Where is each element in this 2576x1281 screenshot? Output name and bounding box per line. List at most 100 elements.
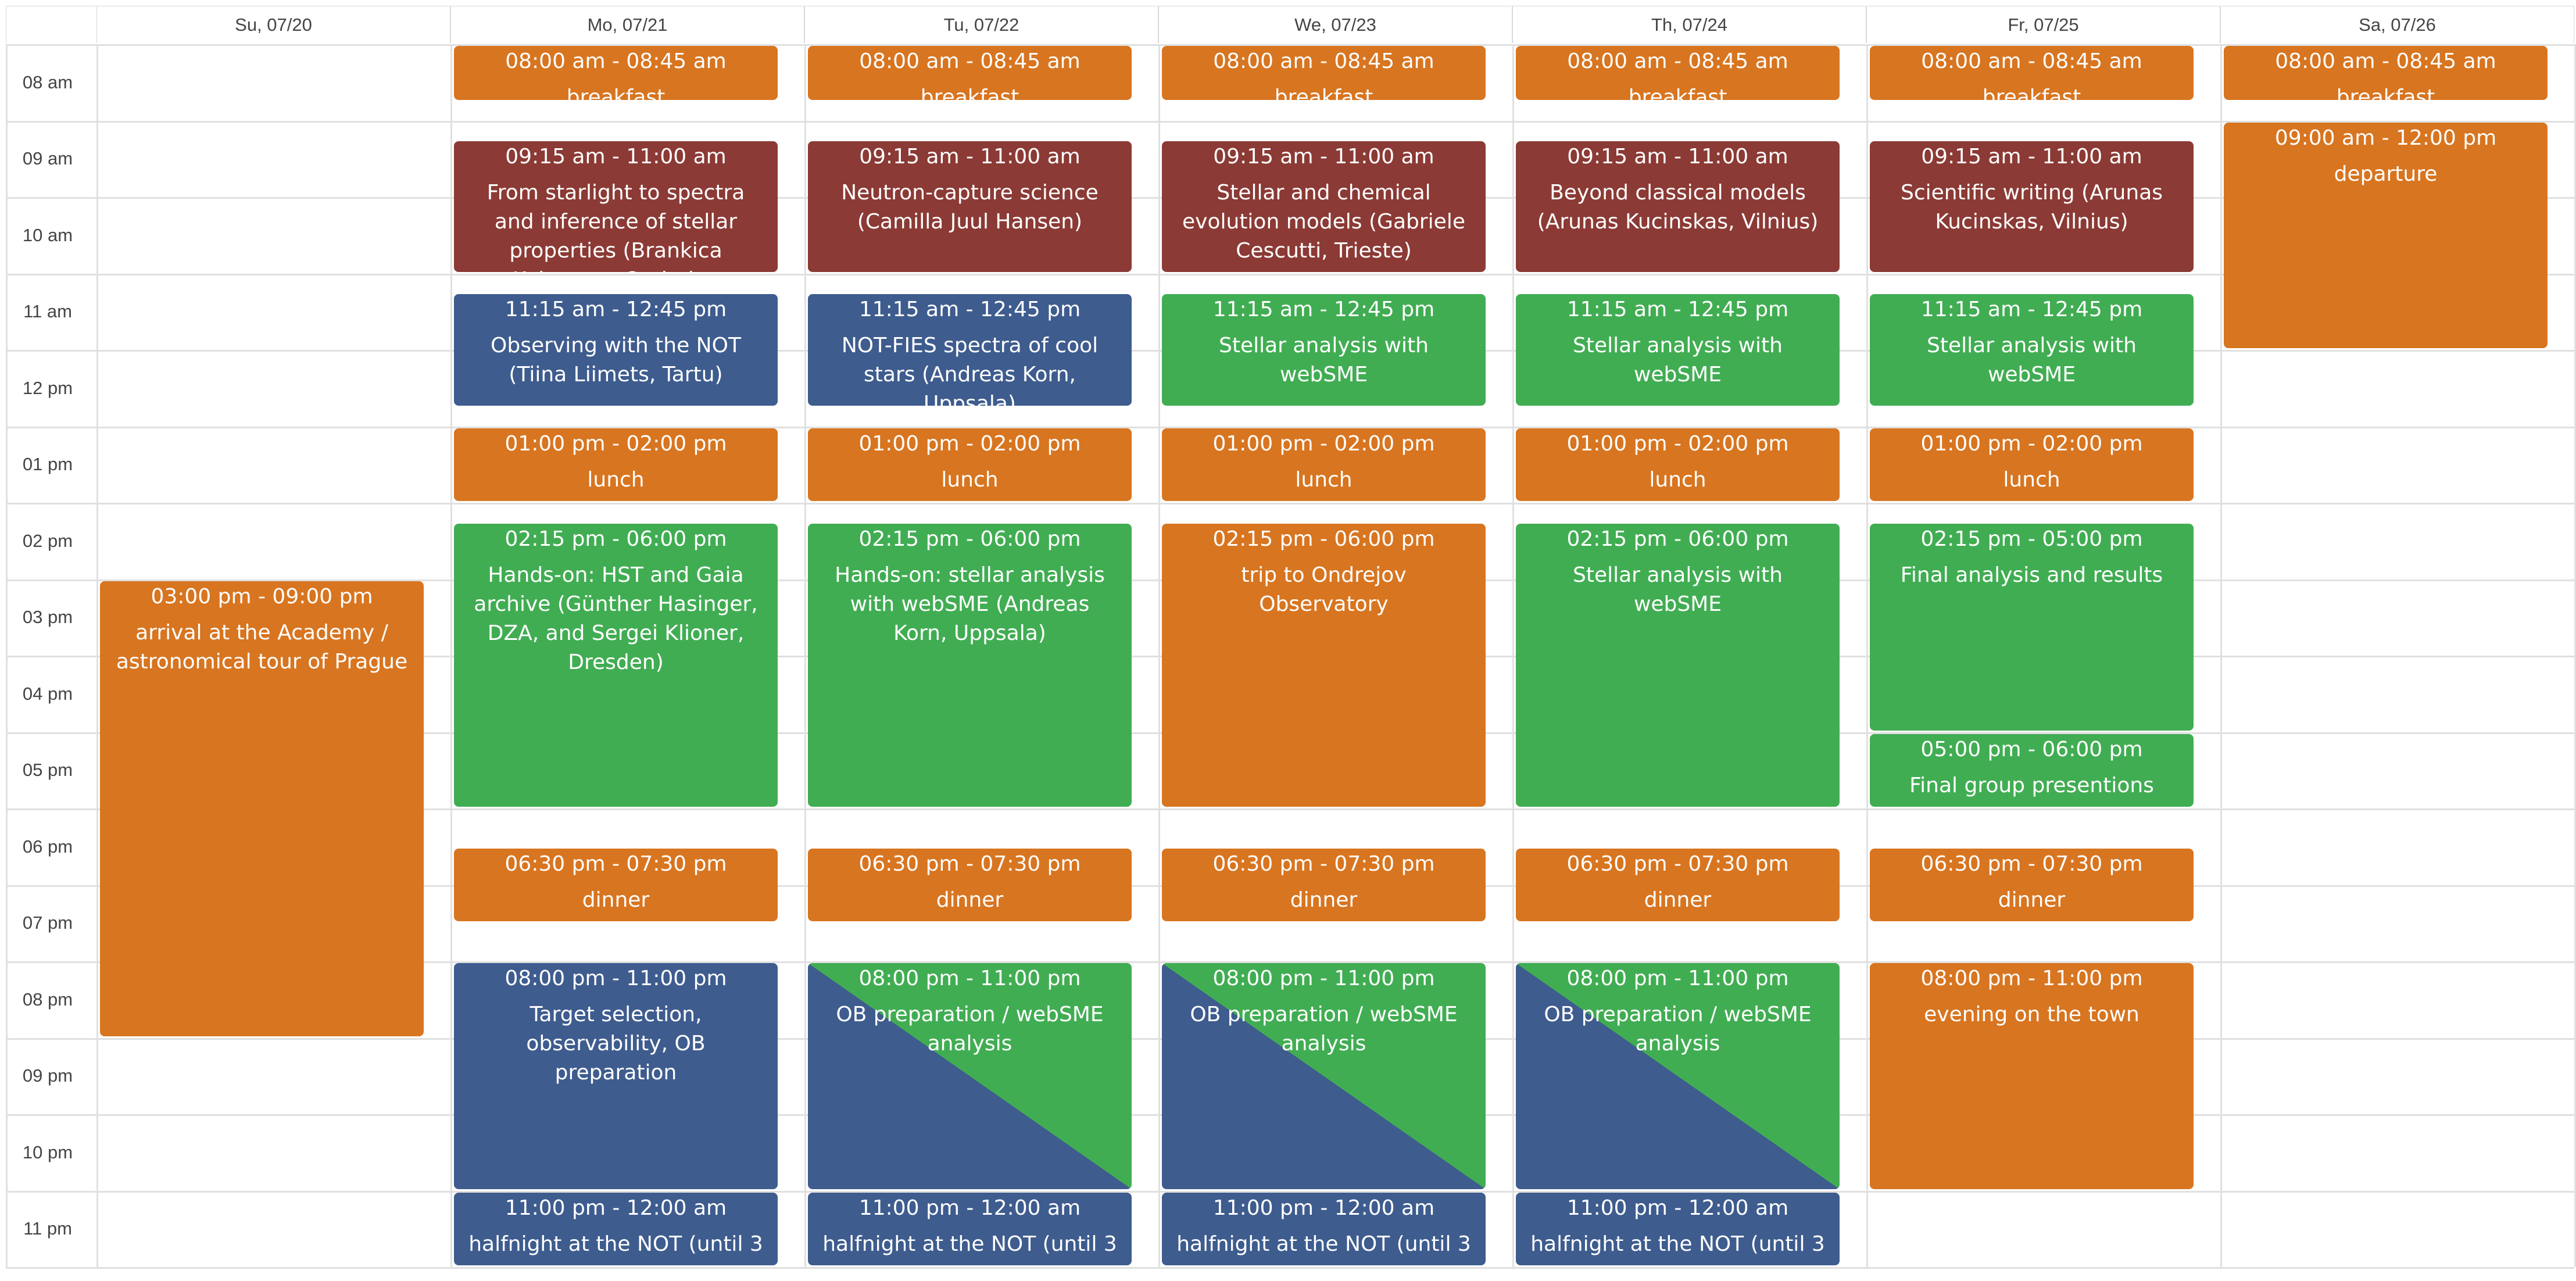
hour-label: 10 am: [22, 224, 73, 245]
hour-label: 03 pm: [22, 607, 73, 628]
calendar-event[interactable]: 09:15 am - 11:00 am Neutron-capture scien…: [808, 141, 1132, 272]
event-time: 08:00 am - 08:45 am: [1567, 49, 1788, 73]
day-header: We, 07/23: [1158, 6, 1512, 43]
event-title: halfnight at the NOT (until 3: [822, 1232, 1117, 1256]
calendar-event[interactable]: 08:00 am - 08:45 am breakfast: [454, 46, 778, 100]
event-time: 08:00 am - 08:45 am: [859, 49, 1081, 73]
event-time: 09:15 am - 11:00 am: [1213, 145, 1434, 169]
event-time: 11:15 am - 12:45 pm: [505, 298, 727, 322]
calendar-event[interactable]: 09:15 am - 11:00 am From starlight to spe…: [454, 141, 778, 272]
grid-line-horizontal: [6, 273, 2574, 275]
calendar-event[interactable]: 06:30 pm - 07:30 pm dinner: [454, 848, 778, 922]
event-title: trip to Ondrejov Observatory: [1241, 563, 1407, 616]
event-time: 08:00 am - 08:45 am: [505, 49, 727, 73]
event-time: 06:30 pm - 07:30 pm: [1212, 851, 1435, 876]
calendar-event[interactable]: 11:00 pm - 12:00 am halfnight at the NOT …: [1516, 1192, 1840, 1265]
calendar-event[interactable]: 05:00 pm - 06:00 pm Final group presentio…: [1870, 733, 2194, 807]
calendar-event[interactable]: 11:00 pm - 12:00 am halfnight at the NOT …: [808, 1192, 1132, 1265]
event-time: 01:00 pm - 02:00 pm: [1566, 431, 1789, 456]
event-time: 03:00 pm - 09:00 pm: [151, 584, 373, 609]
event-title: breakfast: [1628, 85, 1727, 100]
grid-line-vertical: [1866, 44, 1868, 1267]
calendar-event[interactable]: 08:00 am - 08:45 am breakfast: [1162, 46, 1486, 100]
event-title: OB preparation / webSME analysis: [1544, 1003, 1812, 1055]
event-title: lunch: [587, 467, 645, 492]
grid-line-horizontal: [6, 808, 2574, 810]
calendar-event[interactable]: 08:00 am - 08:45 am breakfast: [1516, 46, 1840, 100]
calendar-event[interactable]: 08:00 am - 08:45 am breakfast: [808, 46, 1132, 100]
event-title: Stellar and chemical evolution models (G…: [1182, 181, 1465, 263]
calendar-event[interactable]: 11:00 pm - 12:00 am halfnight at the NOT …: [454, 1192, 778, 1265]
event-time: 09:15 am - 11:00 am: [505, 145, 727, 169]
calendar-event[interactable]: 11:15 am - 12:45 pm Stellar analysis with…: [1162, 294, 1486, 406]
calendar-event[interactable]: 08:00 pm - 11:00 pm OB preparation / webS…: [808, 963, 1132, 1189]
event-title: lunch: [1295, 467, 1353, 492]
calendar-event[interactable]: 11:15 am - 12:45 pm NOT-FIES spectra of c…: [808, 294, 1132, 406]
calendar-event[interactable]: 09:15 am - 11:00 am Beyond classical mode…: [1516, 141, 1840, 272]
calendar-event[interactable]: 02:15 pm - 06:00 pm Stellar analysis with…: [1516, 523, 1840, 807]
time-gutter-header: [6, 6, 96, 43]
grid-line-horizontal: [6, 44, 2574, 46]
calendar-event[interactable]: 06:30 pm - 07:30 pm dinner: [1870, 848, 2194, 922]
event-time: 01:00 pm - 02:00 pm: [1920, 431, 2143, 456]
grid-line-vertical: [96, 44, 98, 1267]
calendar-event[interactable]: 02:15 pm - 06:00 pm Hands-on: stellar ana…: [808, 523, 1132, 807]
hour-label: 08 am: [22, 71, 73, 92]
calendar-event[interactable]: 08:00 pm - 11:00 pm Target selection, obs…: [454, 963, 778, 1189]
calendar-event[interactable]: 11:15 am - 12:45 pm Stellar analysis with…: [1516, 294, 1840, 406]
event-title: lunch: [941, 467, 999, 492]
event-time: 08:00 pm - 11:00 pm: [505, 967, 727, 990]
event-title: breakfast: [566, 85, 666, 100]
event-time: 08:00 am - 08:45 am: [2275, 49, 2496, 73]
calendar-event[interactable]: 02:15 pm - 06:00 pm Hands-on: HST and Gai…: [454, 523, 778, 807]
calendar-event[interactable]: 09:00 am - 12:00 pm departure: [2224, 122, 2548, 348]
event-title: Target selection, observability, OB prep…: [526, 1003, 706, 1085]
grid-line-horizontal: [6, 1267, 2574, 1269]
grid-line-vertical: [6, 44, 8, 1267]
calendar-event[interactable]: 09:15 am - 11:00 am Scientific writing (A…: [1870, 141, 2194, 272]
event-time: 06:30 pm - 07:30 pm: [858, 851, 1081, 876]
hour-label: 08 pm: [22, 989, 73, 1010]
calendar-event[interactable]: 08:00 pm - 11:00 pm OB preparation / webS…: [1516, 963, 1840, 1189]
calendar-event[interactable]: 08:00 am - 08:45 am breakfast: [1870, 46, 2194, 100]
event-title: Hands-on: stellar analysis with webSME (…: [835, 563, 1105, 645]
event-time: 09:15 am - 11:00 am: [859, 145, 1081, 169]
calendar-event[interactable]: 01:00 pm - 02:00 pm lunch: [454, 428, 778, 501]
calendar-event[interactable]: 01:00 pm - 02:00 pm lunch: [1162, 428, 1486, 501]
event-title: dinner: [1290, 888, 1358, 912]
event-title: dinner: [936, 888, 1004, 912]
event-title: Beyond classical models (Arunas Kucinska…: [1537, 181, 1819, 234]
calendar-event[interactable]: 06:30 pm - 07:30 pm dinner: [1162, 848, 1486, 922]
event-time: 11:00 pm - 12:00 am: [1212, 1196, 1435, 1220]
event-title: From starlight to spectra and inference …: [486, 181, 745, 271]
event-title: departure: [2334, 162, 2438, 186]
calendar-event[interactable]: 01:00 pm - 02:00 pm lunch: [1870, 428, 2194, 501]
hour-label: 11 pm: [23, 1218, 72, 1239]
grid-line-horizontal: [6, 1190, 2574, 1193]
calendar-event[interactable]: 02:15 pm - 06:00 pm trip to Ondrejov Obse…: [1162, 523, 1486, 807]
event-time: 11:15 am - 12:45 pm: [1212, 298, 1435, 322]
calendar-event[interactable]: 01:00 pm - 02:00 pm lunch: [808, 428, 1132, 501]
calendar-event[interactable]: 11:15 am - 12:45 pm Stellar analysis with…: [1870, 294, 2194, 406]
event-title: arrival at the Academy / astronomical to…: [116, 620, 408, 674]
event-time: 08:00 pm - 11:00 pm: [1212, 967, 1435, 990]
calendar-event[interactable]: 08:00 pm - 11:00 pm OB preparation / webS…: [1162, 963, 1486, 1189]
calendar-event[interactable]: 11:15 am - 12:45 pm Observing with the NO…: [454, 294, 778, 406]
calendar-event[interactable]: 02:15 pm - 05:00 pm Final analysis and re…: [1870, 523, 2194, 731]
hour-label: 06 pm: [22, 836, 73, 857]
calendar-event[interactable]: 06:30 pm - 07:30 pm dinner: [808, 848, 1132, 922]
event-title: Final analysis and results: [1900, 563, 2163, 587]
event-time: 06:30 pm - 07:30 pm: [1920, 851, 2143, 876]
hour-label: 10 pm: [22, 1142, 73, 1162]
day-header: Fr, 07/25: [1866, 6, 2220, 43]
calendar-event[interactable]: 06:30 pm - 07:30 pm dinner: [1516, 848, 1840, 922]
calendar-event[interactable]: 03:00 pm - 09:00 pm arrival at the Academ…: [100, 581, 424, 1036]
calendar-event[interactable]: 01:00 pm - 02:00 pm lunch: [1516, 428, 1840, 501]
calendar-event[interactable]: 08:00 am - 08:45 am breakfast: [2224, 46, 2548, 100]
event-time: 11:15 am - 12:45 pm: [1920, 298, 2143, 322]
calendar-event[interactable]: 11:00 pm - 12:00 am halfnight at the NOT …: [1162, 1192, 1486, 1265]
event-title: breakfast: [1274, 85, 1373, 100]
calendar-event[interactable]: 09:15 am - 11:00 am Stellar and chemical …: [1162, 141, 1486, 272]
calendar-event[interactable]: 08:00 pm - 11:00 pm evening on the town: [1870, 963, 2194, 1189]
event-title: breakfast: [2336, 85, 2435, 100]
